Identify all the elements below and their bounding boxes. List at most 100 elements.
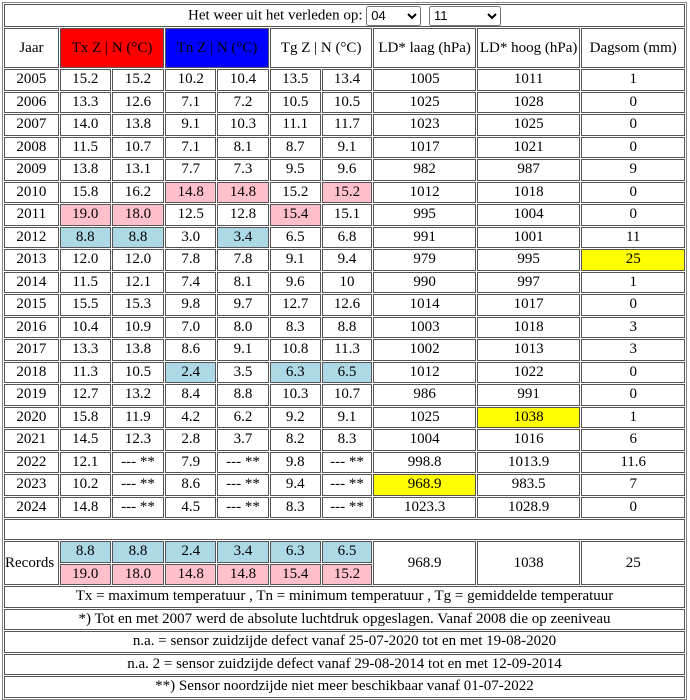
tx-n-cell: --- ** [111,496,165,518]
spacer-row [4,519,685,540]
year-cell: 2019 [4,384,59,406]
ld-laag-cell: 1003 [373,316,476,338]
tn-n-cell: 8.0 [217,316,269,338]
dagsom-cell: 0 [581,114,685,136]
tg-n-cell: 9.1 [321,136,373,158]
ld-laag-cell: 1023 [373,114,476,136]
tx-n-cell: 13.1 [111,159,165,181]
tg-z-cell: 9.4 [269,474,321,496]
record-low-cell: 6.5 [321,541,373,563]
ld-hoog-cell: 987 [476,159,581,181]
tg-n-cell: 13.4 [321,69,373,91]
tg-z-cell: 15.2 [269,181,321,203]
day-select[interactable]: 04 [366,5,422,26]
tx-z-cell: 15.8 [59,406,111,428]
tn-n-cell: 3.4 [217,226,269,248]
record-high-cell: 18.0 [111,563,165,585]
tn-z-cell: 4.5 [165,496,217,518]
record-dagsom: 25 [581,541,685,585]
tn-n-cell: 3.7 [217,429,269,451]
tg-z-cell: 10.8 [269,339,321,361]
tg-n-cell: --- ** [321,451,373,473]
ld-hoog-cell: 1021 [476,136,581,158]
tx-z-cell: 12.7 [59,384,111,406]
tg-z-cell: 9.6 [269,271,321,293]
tn-n-cell: 9.7 [217,294,269,316]
ld-laag-cell: 990 [373,271,476,293]
ld-laag-cell: 1002 [373,339,476,361]
tn-n-cell: 12.8 [217,204,269,226]
ld-laag-cell: 1017 [373,136,476,158]
tn-z-cell: 7.1 [165,136,217,158]
tn-n-cell: 9.1 [217,339,269,361]
table-row: 2024 14.8 --- ** 4.5 --- ** 8.3 --- ** 1023.3 10… [4,496,685,518]
dagsom-cell: 3 [581,316,685,338]
dagsom-cell: 7 [581,474,685,496]
ld-hoog-cell: 1017 [476,294,581,316]
tg-z-cell: 10.5 [269,91,321,113]
tx-z-cell: 8.8 [59,226,111,248]
table-row: 2018 11.3 10.5 2.4 3.5 6.3 6.5 1012 1022 0 [4,361,685,383]
ld-hoog-cell: 1018 [476,181,581,203]
header-tx: Tx Z | N (°C) [59,28,165,68]
record-low-cell: 8.8 [111,541,165,563]
month-select[interactable]: 11 [429,5,501,26]
tn-z-cell: 2.4 [165,361,217,383]
ld-hoog-cell: 1016 [476,429,581,451]
dagsom-cell: 1 [581,406,685,428]
tg-z-cell: 9.8 [269,451,321,473]
tn-n-cell: 10.3 [217,114,269,136]
tx-z-cell: 19.0 [59,204,111,226]
tn-z-cell: 4.2 [165,406,217,428]
header-dagsom: Dagsom (mm) [581,28,685,68]
footnote: n.a. = sensor zuidzijde defect vanaf 25-… [4,631,685,653]
tx-n-cell: 13.8 [111,114,165,136]
tn-z-cell: 7.8 [165,249,217,271]
tn-z-cell: 8.6 [165,474,217,496]
record-ld-laag: 968.9 [373,541,476,585]
header-jaar: Jaar [4,28,59,68]
record-high-cell: 14.8 [217,563,269,585]
tn-n-cell: 8.8 [217,384,269,406]
year-cell: 2015 [4,294,59,316]
table-row: 2019 12.7 13.2 8.4 8.8 10.3 10.7 986 991 0 [4,384,685,406]
ld-laag-cell: 998.8 [373,451,476,473]
ld-hoog-cell: 1038 [476,406,581,428]
table-row: 2023 10.2 --- ** 8.6 --- ** 9.4 --- ** 968.9 983… [4,474,685,496]
header-tn: Tn Z | N (°C) [165,28,269,68]
dagsom-cell: 1 [581,271,685,293]
tg-z-cell: 10.3 [269,384,321,406]
ld-hoog-cell: 1028.9 [476,496,581,518]
tx-n-cell: 10.7 [111,136,165,158]
records-label: Records [4,541,59,585]
record-high-cell: 14.8 [165,563,217,585]
tx-n-cell: 10.5 [111,361,165,383]
table-row: 2013 12.0 12.0 7.8 7.8 9.1 9.4 979 995 25 [4,249,685,271]
dagsom-cell: 0 [581,204,685,226]
tg-n-cell: --- ** [321,474,373,496]
year-cell: 2014 [4,271,59,293]
table-row: 2005 15.2 15.2 10.2 10.4 13.5 13.4 1005 1011 1 [4,69,685,91]
dagsom-cell: 11.6 [581,451,685,473]
tn-n-cell: 7.8 [217,249,269,271]
ld-hoog-cell: 1028 [476,91,581,113]
tg-n-cell: 10.7 [321,384,373,406]
tx-z-cell: 10.4 [59,316,111,338]
dagsom-cell: 1 [581,69,685,91]
tg-z-cell: 9.5 [269,159,321,181]
tn-z-cell: 12.5 [165,204,217,226]
tx-n-cell: 12.1 [111,271,165,293]
tx-n-cell: 10.9 [111,316,165,338]
tx-n-cell: 12.0 [111,249,165,271]
header-ld-hoog: LD* hoog (hPa) [476,28,581,68]
table-row: 2015 15.5 15.3 9.8 9.7 12.7 12.6 1014 1017 0 [4,294,685,316]
year-cell: 2006 [4,91,59,113]
dagsom-cell: 0 [581,384,685,406]
tg-n-cell: 10 [321,271,373,293]
year-cell: 2017 [4,339,59,361]
tg-z-cell: 9.1 [269,249,321,271]
tn-z-cell: 2.8 [165,429,217,451]
year-cell: 2023 [4,474,59,496]
tn-z-cell: 9.8 [165,294,217,316]
